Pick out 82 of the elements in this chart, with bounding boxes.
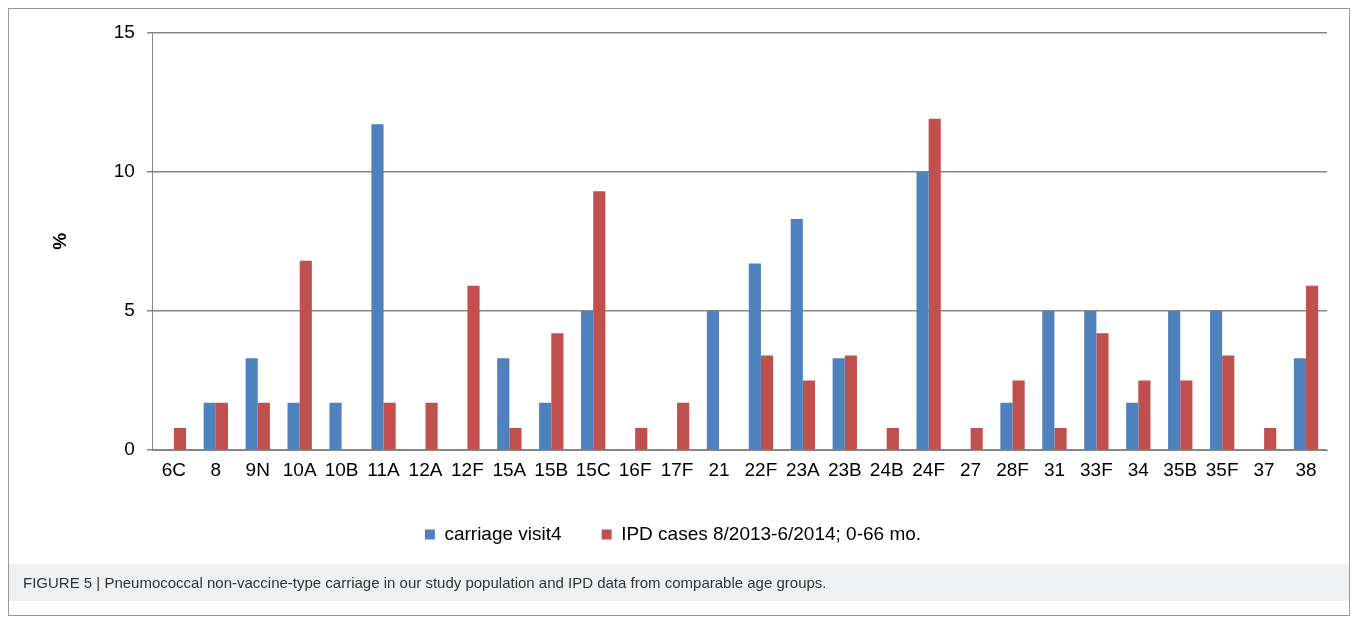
x-tick-label: 15B <box>534 458 569 480</box>
y-tick-label: 5 <box>124 299 135 321</box>
x-tick-label: 8 <box>210 458 222 480</box>
x-tick-label: 28F <box>996 458 1029 480</box>
bar <box>509 427 522 450</box>
bar <box>383 402 396 450</box>
x-tick-label: 34 <box>1127 458 1150 480</box>
bar <box>203 402 216 450</box>
bar <box>1222 355 1235 450</box>
x-tick-label: 37 <box>1253 458 1275 480</box>
x-tick-label: 16F <box>618 458 652 480</box>
x-tick-label: 11A <box>367 458 401 480</box>
y-tick-label: 15 <box>113 20 135 42</box>
x-tick-label: 21 <box>708 458 730 480</box>
bar <box>1084 310 1097 450</box>
bar <box>790 219 803 450</box>
x-tick-label: 15C <box>575 458 611 480</box>
y-tick-label: 0 <box>124 438 135 460</box>
bar <box>677 402 690 450</box>
bar <box>886 427 899 450</box>
bar <box>497 358 510 450</box>
legend-label: carriage visit4 <box>444 522 563 544</box>
bar <box>1210 310 1223 450</box>
bar <box>329 402 342 450</box>
bar <box>287 402 300 450</box>
x-tick-label: 35B <box>1163 458 1198 480</box>
x-tick-label: 23B <box>827 458 862 480</box>
bar <box>1096 333 1109 450</box>
x-tick-label: 24B <box>869 458 904 480</box>
x-tick-label: 9N <box>245 458 270 480</box>
x-tick-label: 12A <box>408 458 443 480</box>
bar <box>1012 380 1025 450</box>
x-tick-label: 12F <box>451 458 484 480</box>
legend-label: IPD cases 8/2013-6/2014; 0-66 mo. <box>621 522 922 544</box>
y-axis-title: % <box>48 232 70 250</box>
bar <box>539 402 552 450</box>
bar <box>215 402 228 450</box>
bar <box>1264 427 1277 450</box>
bar <box>635 427 648 450</box>
bar <box>706 310 719 450</box>
x-tick-label: 6C <box>161 458 187 480</box>
x-tick-label: 23A <box>785 458 821 480</box>
bar <box>970 427 983 450</box>
x-tick-label: 31 <box>1043 458 1066 480</box>
bar <box>844 355 857 450</box>
caption: FIGURE 5 | Pneumococcal non-vaccine-type carriage in our study population and IPD data from comparable age groups. <box>9 564 1349 601</box>
bar <box>760 355 774 450</box>
bar <box>928 118 941 450</box>
bar <box>245 358 258 450</box>
x-tick-label: 10A <box>282 458 317 480</box>
bar <box>593 191 606 450</box>
bar <box>1000 402 1013 450</box>
x-tick-label: 15A <box>492 458 527 480</box>
bar <box>581 310 594 450</box>
bar <box>257 402 270 450</box>
x-tick-label: 24F <box>912 458 946 480</box>
x-tick-label: 17F <box>660 458 694 480</box>
bar <box>551 333 564 450</box>
x-tick-label: 35F <box>1205 458 1239 480</box>
bar <box>802 380 816 450</box>
bar <box>748 263 761 450</box>
bar <box>467 285 480 450</box>
bar <box>1042 310 1055 450</box>
bar <box>1168 310 1181 450</box>
x-tick-label: 10B <box>324 458 359 480</box>
bar <box>1126 402 1139 450</box>
bar <box>371 124 384 450</box>
x-tick-label: 22F <box>744 458 778 480</box>
x-tick-label: 27 <box>960 458 982 480</box>
bar <box>173 427 187 450</box>
bar <box>1054 427 1067 450</box>
bar <box>425 402 438 450</box>
y-tick-label: 10 <box>113 159 135 181</box>
x-tick-label: 33F <box>1080 458 1113 480</box>
bar <box>1306 285 1319 450</box>
bar <box>1293 358 1307 450</box>
bar <box>1138 380 1151 450</box>
x-tick-label: 38 <box>1295 458 1317 480</box>
bar <box>1180 380 1193 450</box>
bar <box>832 358 845 450</box>
bar <box>299 260 312 450</box>
bar <box>916 171 929 450</box>
